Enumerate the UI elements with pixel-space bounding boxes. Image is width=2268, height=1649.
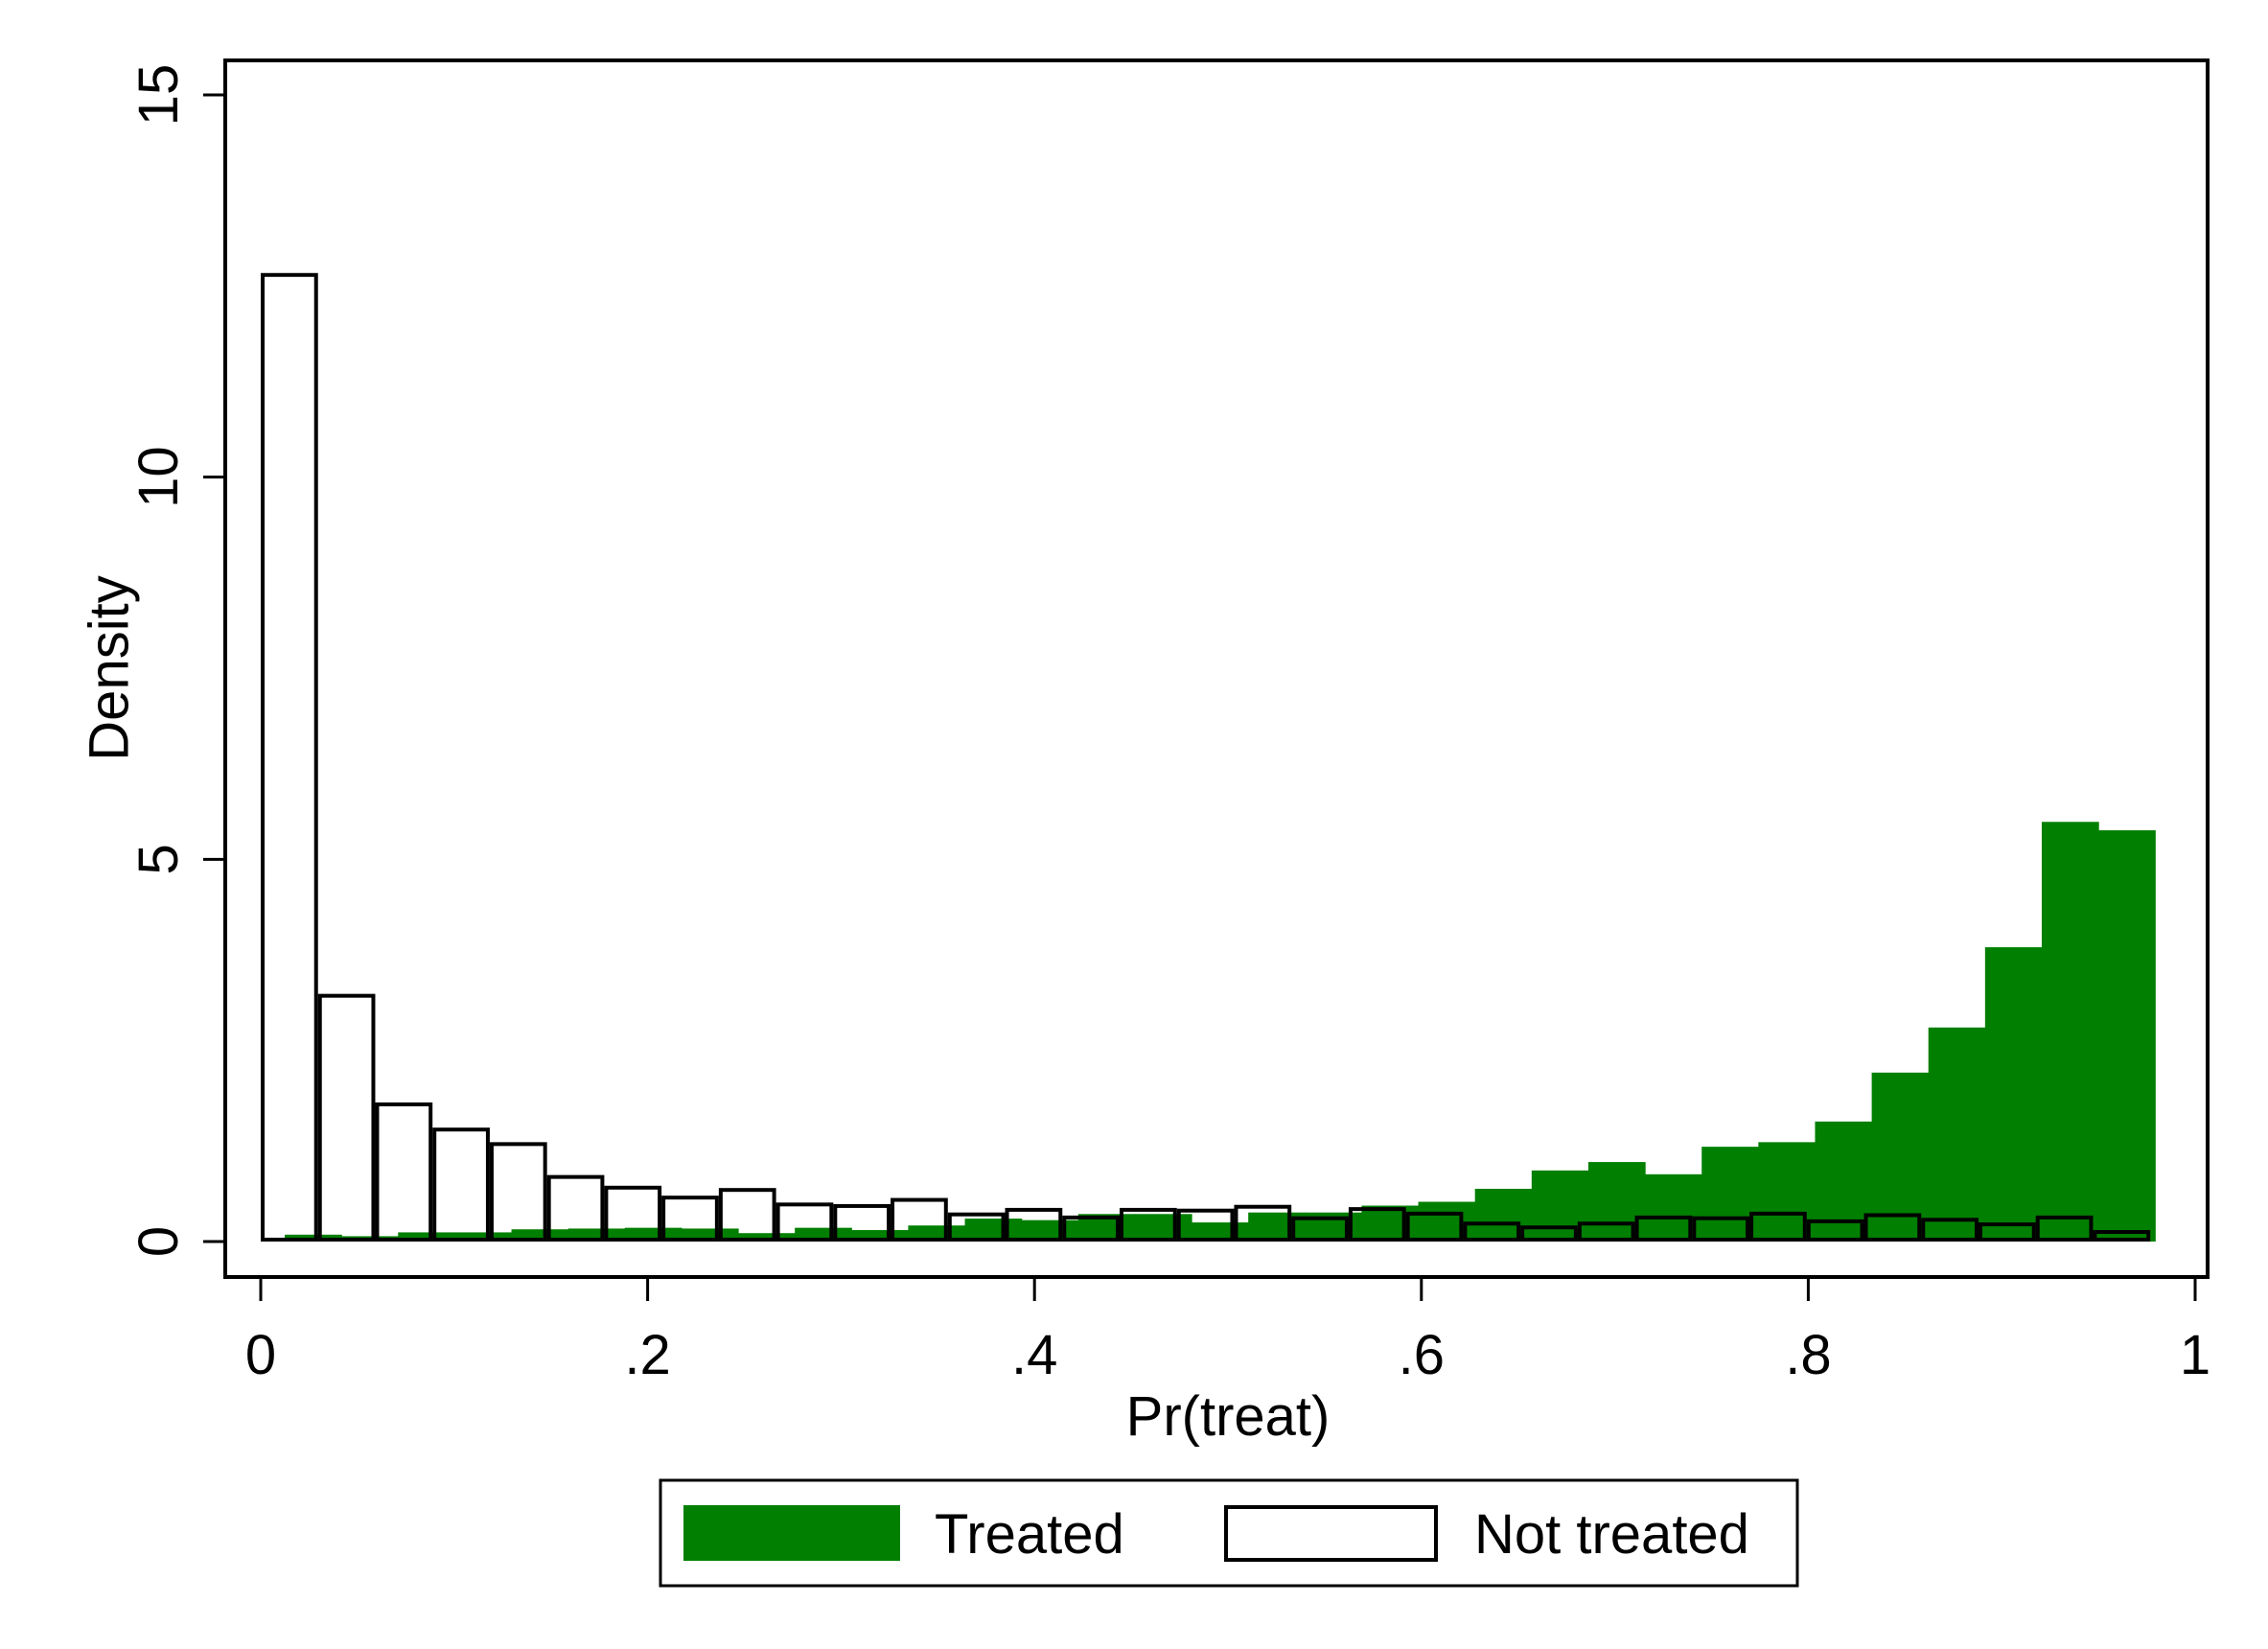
not-treated-bar xyxy=(2093,1230,2151,1243)
not-treated-series xyxy=(261,272,2151,1243)
not-treated-bar xyxy=(1634,1215,1693,1242)
x-tick-label: .6 xyxy=(1399,1324,1445,1386)
not-treated-bar xyxy=(775,1202,834,1243)
not-treated-bar xyxy=(1176,1208,1235,1243)
not-treated-bar xyxy=(1119,1207,1177,1243)
legend: Treated Not treated xyxy=(659,1478,1799,1588)
not-treated-bar xyxy=(604,1185,662,1243)
legend-swatch-treated xyxy=(683,1505,900,1561)
not-treated-bar xyxy=(546,1174,605,1242)
y-axis: 0 5 10 15 xyxy=(127,64,225,1257)
not-treated-bar xyxy=(1978,1222,2036,1242)
plot-area xyxy=(261,272,2156,1243)
not-treated-bar xyxy=(1062,1215,1120,1242)
x-axis-title: Pr(treat) xyxy=(1126,1385,1331,1448)
not-treated-bar xyxy=(718,1188,776,1242)
treated-bar xyxy=(2098,830,2156,1242)
treated-bar xyxy=(851,1230,910,1242)
not-treated-bar xyxy=(833,1203,891,1242)
not-treated-bar xyxy=(891,1197,948,1243)
treated-bar xyxy=(398,1232,456,1242)
x-axis: 0 .2 .4 .6 .8 1 xyxy=(245,1277,2210,1386)
not-treated-bar xyxy=(432,1127,490,1243)
x-tick-label: 1 xyxy=(2180,1324,2210,1386)
legend-label-treated: Treated xyxy=(935,1503,1124,1566)
not-treated-bar xyxy=(261,272,318,1242)
y-tick-label: 5 xyxy=(127,844,190,874)
not-treated-bar xyxy=(1520,1225,1578,1242)
y-tick-label: 15 xyxy=(127,64,190,127)
not-treated-bar xyxy=(947,1212,1006,1242)
not-treated-bar xyxy=(375,1102,433,1243)
y-tick-label: 0 xyxy=(127,1226,190,1257)
not-treated-bar xyxy=(1348,1207,1406,1242)
not-treated-bar xyxy=(1005,1207,1063,1243)
x-tick-label: 0 xyxy=(245,1324,276,1386)
not-treated-bar xyxy=(1863,1213,1922,1242)
not-treated-bar xyxy=(1921,1218,1979,1243)
not-treated-bar xyxy=(1405,1211,1464,1243)
not-treated-bar xyxy=(1577,1221,1635,1242)
treated-bar xyxy=(2041,822,2099,1242)
not-treated-bar xyxy=(661,1196,719,1243)
not-treated-bar xyxy=(317,993,376,1242)
not-treated-bar xyxy=(2035,1215,2094,1242)
treated-bar xyxy=(454,1232,513,1242)
legend-label-not-treated: Not treated xyxy=(1474,1503,1749,1566)
y-axis-title: Density xyxy=(78,575,140,760)
y-tick-label: 10 xyxy=(127,446,190,508)
plot-frame xyxy=(223,58,2210,1279)
not-treated-bar xyxy=(1692,1216,1750,1242)
x-tick-label: .4 xyxy=(1011,1324,1057,1386)
not-treated-bar xyxy=(1463,1221,1521,1242)
not-treated-bar xyxy=(1291,1216,1349,1242)
not-treated-bar xyxy=(1806,1219,1864,1242)
treated-bar xyxy=(1984,947,2043,1242)
not-treated-bar xyxy=(1234,1204,1292,1243)
x-tick-label: .8 xyxy=(1785,1324,1831,1386)
not-treated-bar xyxy=(489,1142,547,1243)
treated-bar xyxy=(1361,1205,1420,1242)
treated-bar xyxy=(1134,1214,1192,1242)
treated-bar xyxy=(738,1233,796,1242)
not-treated-bar xyxy=(1749,1211,1807,1243)
x-tick-label: .2 xyxy=(624,1324,670,1386)
legend-swatch-not-treated xyxy=(1224,1505,1438,1562)
treated-bar xyxy=(1928,1027,1986,1242)
